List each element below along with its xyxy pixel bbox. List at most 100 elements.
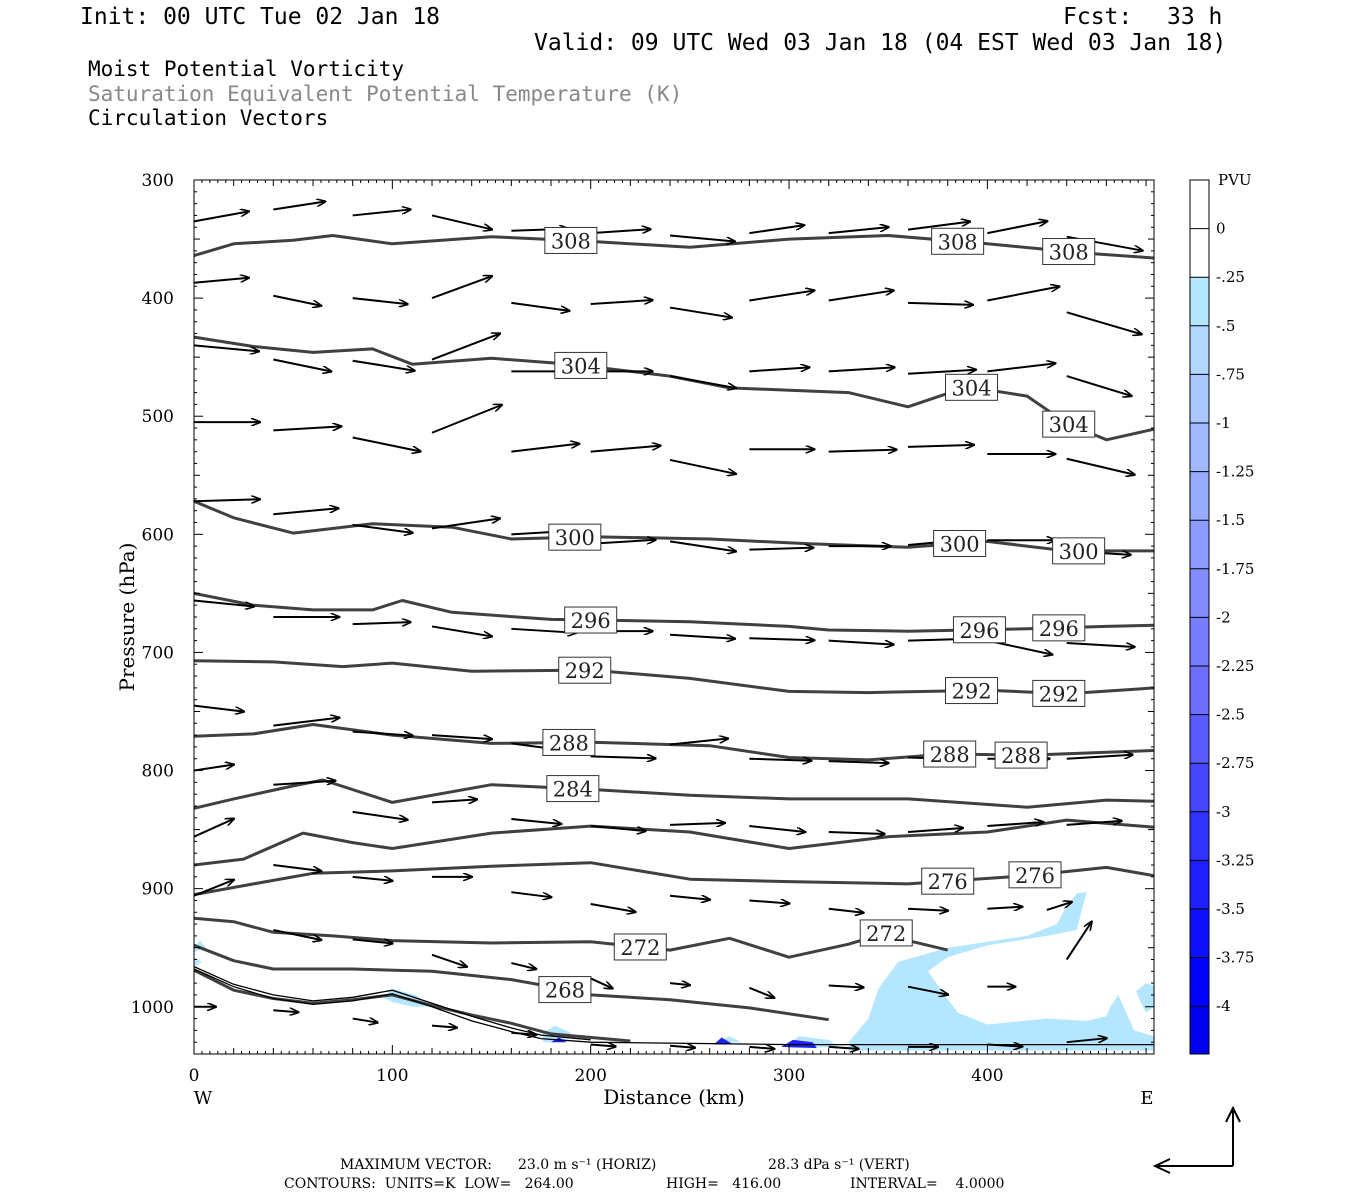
circulation-vector (273, 929, 321, 940)
contours-high: HIGH= 416.00 (666, 1176, 782, 1192)
west-label: W (194, 1088, 213, 1109)
circulation-vector (352, 297, 408, 304)
y-axis-label: Pressure (hPa) (115, 543, 139, 692)
circulation-vector (431, 734, 492, 739)
contour-label-text: 276 (1015, 864, 1055, 888)
contour-label-text: 288 (930, 743, 970, 767)
contour-label: 300 (933, 529, 987, 557)
y-tick-label: 300 (142, 171, 174, 191)
circulation-vector (908, 303, 973, 305)
contour-label-box (921, 867, 975, 895)
contour-label-text: 304 (951, 376, 991, 400)
circulation-vector (431, 214, 492, 229)
circulation-vector (669, 306, 732, 318)
mpv-region (194, 957, 202, 967)
y-tick-label: 900 (142, 880, 174, 900)
contour-label: 292 (945, 677, 999, 705)
contour-label: 284 (546, 775, 600, 803)
colorbar-swatch (1190, 1006, 1209, 1054)
colorbar-swatch (1190, 568, 1209, 618)
contour-label: 300 (548, 523, 602, 551)
contour-label: 272 (859, 919, 913, 947)
circulation-vector (193, 344, 259, 351)
contour-label-text: 300 (555, 526, 595, 550)
colorbar-label: -2.25 (1216, 657, 1254, 675)
contour-label-box (542, 728, 596, 756)
colorbar-label: -1.75 (1216, 560, 1254, 578)
circulation-vector (987, 1045, 1022, 1047)
isentrope-contours (193, 234, 1155, 1046)
circulation-vector (511, 301, 569, 311)
circulation-vector (352, 938, 393, 943)
circulation-vector (1066, 375, 1132, 396)
circulation-vector (431, 625, 492, 636)
circulation-vector (273, 781, 335, 786)
circulation-vector (590, 446, 661, 453)
axis-ticks: 0 100 200 300 400 300 400 500 600 700 800 900 1000 (131, 171, 1154, 1086)
contour-label: 296 (1032, 614, 1086, 642)
isentrope-280 (193, 818, 1155, 867)
circulation-vector (749, 548, 813, 550)
circulation-vector (590, 903, 636, 912)
circulation-vector (669, 633, 735, 639)
circulation-vector (193, 819, 234, 838)
isentrope-284 (193, 778, 1155, 810)
colorbar-swatch (1190, 180, 1209, 229)
east-label: E (1140, 1088, 1153, 1109)
contour-label-text: 292 (951, 680, 991, 704)
x-axis-label: Distance (km) (603, 1085, 745, 1109)
circulation-vector (907, 370, 976, 375)
circulation-vector (431, 1026, 457, 1028)
circulation-vector (511, 444, 579, 453)
contour-label: 276 (921, 867, 975, 895)
contour-label: 288 (542, 728, 596, 756)
circulation-vector (431, 276, 492, 300)
contour-label-box (933, 529, 987, 557)
mpv-strong-region (713, 1037, 734, 1045)
circulation-vector (273, 1010, 298, 1012)
circulation-vector (669, 1046, 695, 1048)
colorbar-swatch (1190, 957, 1209, 1007)
y-tick-label: 700 (142, 643, 174, 663)
field-label-mpv: Moist Potential Vorticity (88, 57, 405, 81)
colorbar-label: -.5 (1216, 317, 1235, 335)
mpv-shading (194, 892, 1154, 1051)
contour-label-text: 272 (620, 936, 660, 960)
circulation-vector (828, 639, 894, 645)
contour-label-box (1052, 537, 1106, 565)
terrain-line (193, 968, 1154, 1046)
colorbar-swatch (1190, 666, 1209, 715)
y-tick-label: 600 (142, 525, 174, 545)
contour-label-box (554, 351, 608, 379)
circulation-vector (431, 953, 467, 967)
circulation-vector (828, 761, 889, 763)
contours-info: CONTOURS: UNITS=K LOW= 264.00 (284, 1176, 574, 1192)
contour-label-text: 272 (866, 922, 906, 946)
forecast-label: Fcst: (1063, 4, 1133, 30)
contour-label-box (952, 616, 1006, 644)
colorbar-label: -2.5 (1216, 706, 1245, 724)
circulation-vector (273, 358, 331, 372)
colorbar-swatch (1190, 374, 1209, 423)
contour-label-box (548, 523, 602, 551)
circulation-vector (352, 1019, 378, 1023)
circulation-vector (1066, 311, 1142, 334)
circulation-vector (273, 508, 338, 516)
circulation-vector (749, 900, 789, 903)
y-tick-label: 1000 (131, 998, 174, 1018)
contour-label-text: 296 (959, 619, 999, 643)
circulation-vector (749, 225, 804, 235)
terrain-line (193, 966, 591, 1041)
contour-label-text: 304 (561, 354, 601, 378)
colorbar-title: PVU (1218, 171, 1252, 189)
colorbar-label: -4 (1216, 997, 1231, 1015)
init-time: Init: 00 UTC Tue 02 Jan 18 (80, 4, 441, 30)
circulation-vector (352, 209, 411, 217)
circulation-vector (431, 405, 502, 434)
circulation-vector (273, 202, 325, 211)
circulation-vector (749, 1047, 774, 1049)
contour-label: 304 (554, 351, 608, 379)
circulation-vector (273, 294, 321, 306)
colorbar-swatch (1190, 423, 1209, 472)
contour-label-box (538, 976, 592, 1004)
